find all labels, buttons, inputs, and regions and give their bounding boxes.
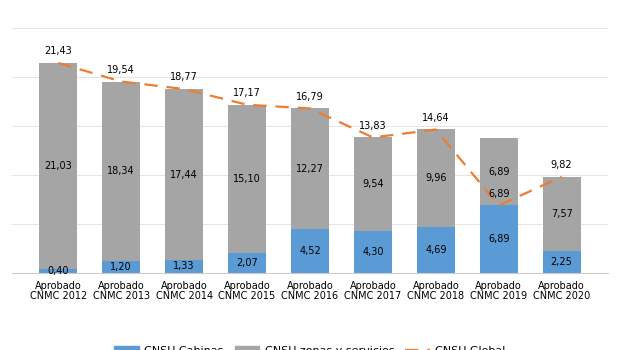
Bar <box>354 137 392 231</box>
Bar <box>291 108 329 229</box>
Bar <box>40 63 78 269</box>
Text: 16,79: 16,79 <box>296 92 324 102</box>
Text: 12,27: 12,27 <box>296 163 324 174</box>
Bar <box>228 105 266 253</box>
Bar <box>480 205 518 273</box>
Text: 18,77: 18,77 <box>170 72 198 82</box>
Bar <box>166 89 203 260</box>
Text: 6,89: 6,89 <box>488 167 510 177</box>
Text: 2,25: 2,25 <box>551 257 573 267</box>
Bar <box>40 269 78 273</box>
Text: 0,40: 0,40 <box>48 266 69 276</box>
Bar <box>102 261 140 273</box>
Bar <box>417 130 454 227</box>
Text: 9,54: 9,54 <box>362 179 384 189</box>
Text: 7,57: 7,57 <box>551 209 573 219</box>
Text: 14,64: 14,64 <box>422 113 450 122</box>
Text: 6,89: 6,89 <box>488 234 510 244</box>
Text: 21,43: 21,43 <box>45 46 72 56</box>
Text: 9,82: 9,82 <box>551 160 572 170</box>
Legend: CNSU Cabinas, CNSU zonas y servicios, CNSU Global: CNSU Cabinas, CNSU zonas y servicios, CN… <box>110 341 510 350</box>
Text: 4,69: 4,69 <box>425 245 446 255</box>
Text: 17,44: 17,44 <box>170 169 198 180</box>
Text: 18,34: 18,34 <box>107 166 135 176</box>
Text: 19,54: 19,54 <box>107 65 135 75</box>
Text: 15,10: 15,10 <box>233 174 261 184</box>
Text: 9,96: 9,96 <box>425 173 446 183</box>
Text: 2,07: 2,07 <box>236 258 258 268</box>
Bar <box>102 82 140 261</box>
Bar <box>542 177 580 251</box>
Text: 1,33: 1,33 <box>174 261 195 272</box>
Bar <box>542 251 580 273</box>
Text: 13,83: 13,83 <box>359 121 387 131</box>
Text: 21,03: 21,03 <box>45 161 72 171</box>
Bar <box>166 260 203 273</box>
Text: 6,89: 6,89 <box>488 189 510 198</box>
Bar <box>354 231 392 273</box>
Bar <box>228 253 266 273</box>
Bar <box>291 229 329 273</box>
Bar <box>417 227 454 273</box>
Bar <box>480 138 518 205</box>
Text: 4,30: 4,30 <box>362 247 384 257</box>
Text: 1,20: 1,20 <box>110 262 132 272</box>
Text: 17,17: 17,17 <box>233 88 261 98</box>
Text: 4,52: 4,52 <box>299 246 321 256</box>
